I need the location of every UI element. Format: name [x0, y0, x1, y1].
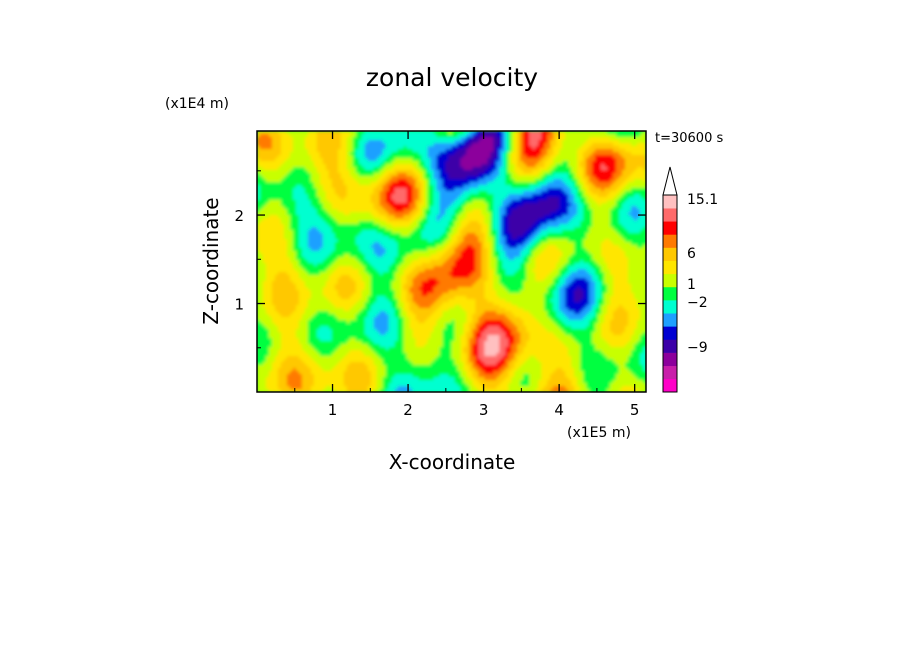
colorbar-extend-arrow: [662, 166, 678, 196]
x-tick-label: 5: [630, 401, 640, 419]
colorbar-segment: [663, 208, 677, 222]
x-unit-label: (x1E5 m): [567, 425, 631, 441]
colorbar-segment: [663, 326, 677, 340]
colorbar-segment: [663, 195, 677, 209]
colorbar-segment: [663, 286, 677, 301]
x-tick-label: 2: [403, 401, 413, 419]
axis-ticks: 1 2 3 4 5 1 2: [234, 131, 646, 419]
colorbar-segment: [663, 234, 677, 248]
plot-area: [257, 131, 646, 392]
y-unit-label: (x1E4 m): [165, 96, 229, 112]
colorbar: 15.1 6 1 −2 −9: [662, 166, 718, 393]
heatmap-field: [257, 131, 646, 392]
colorbar-label: −2: [687, 295, 708, 311]
colorbar-segment: [663, 247, 677, 261]
x-axis-label: X-coordinate: [389, 450, 516, 474]
x-tick-label: 3: [479, 401, 489, 419]
colorbar-segment: [663, 378, 677, 393]
colorbar-segment: [663, 300, 677, 314]
colorbar-segment: [663, 273, 677, 288]
plot-frame: [256, 130, 647, 393]
colorbar-segment: [663, 221, 677, 235]
colorbar-segment: [663, 365, 677, 380]
colorbar-segment: [663, 352, 677, 367]
x-tick-label: 1: [328, 401, 338, 419]
y-axis-label: Z-coordinate: [199, 197, 223, 324]
chart-title: zonal velocity: [366, 63, 538, 92]
x-tick-label: 4: [554, 401, 564, 419]
time-label: t=30600 s: [655, 131, 723, 146]
colorbar-label: 15.1: [687, 192, 718, 208]
colorbar-segment: [663, 260, 677, 275]
colorbar-label: −9: [687, 340, 708, 356]
colorbar-segment: [663, 313, 677, 327]
colorbar-segment: [663, 339, 677, 353]
colorbar-label: 1: [687, 277, 696, 293]
colorbar-label: 6: [687, 246, 696, 262]
y-tick-label: 2: [234, 207, 244, 225]
y-tick-label: 1: [234, 296, 244, 314]
